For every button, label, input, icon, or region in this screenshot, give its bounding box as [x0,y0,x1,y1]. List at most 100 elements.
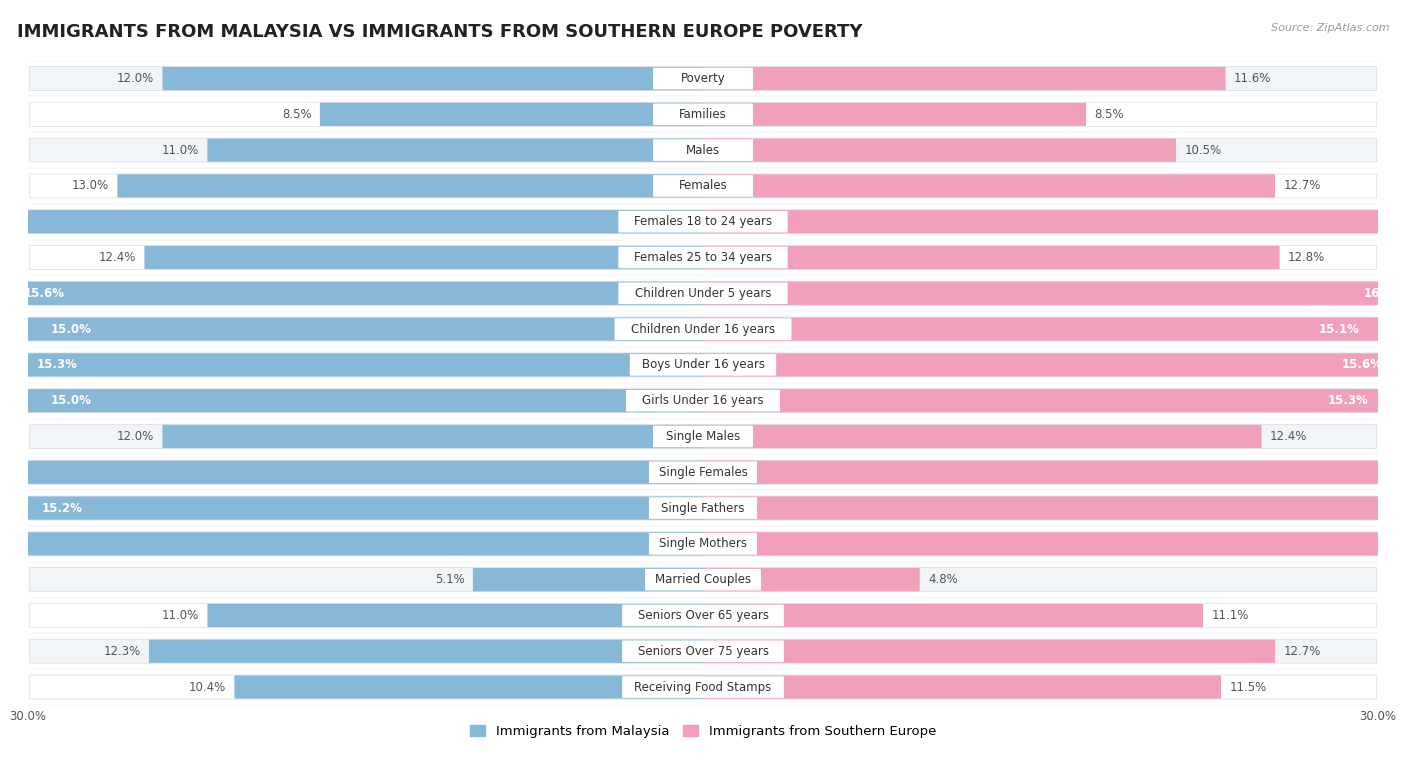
FancyBboxPatch shape [28,318,703,341]
FancyBboxPatch shape [703,424,1261,448]
FancyBboxPatch shape [703,604,1204,627]
Text: Receiving Food Stamps: Receiving Food Stamps [634,681,772,694]
FancyBboxPatch shape [650,462,756,483]
FancyBboxPatch shape [30,675,1376,699]
FancyBboxPatch shape [30,424,1376,449]
Text: 15.3%: 15.3% [37,359,77,371]
Text: Children Under 16 years: Children Under 16 years [631,323,775,336]
FancyBboxPatch shape [703,210,1406,233]
FancyBboxPatch shape [703,568,920,591]
FancyBboxPatch shape [30,353,1376,377]
FancyBboxPatch shape [619,283,787,304]
Text: 10.4%: 10.4% [188,681,226,694]
Legend: Immigrants from Malaysia, Immigrants from Southern Europe: Immigrants from Malaysia, Immigrants fro… [464,720,942,744]
FancyBboxPatch shape [703,640,1275,663]
FancyBboxPatch shape [630,354,776,376]
Text: Seniors Over 65 years: Seniors Over 65 years [637,609,769,622]
FancyBboxPatch shape [30,138,1376,162]
Text: 12.7%: 12.7% [1284,645,1320,658]
FancyBboxPatch shape [30,67,1376,90]
FancyBboxPatch shape [652,426,754,447]
FancyBboxPatch shape [703,496,1406,520]
FancyBboxPatch shape [703,532,1406,556]
FancyBboxPatch shape [30,568,1376,592]
FancyBboxPatch shape [703,675,1220,699]
Text: 11.0%: 11.0% [162,143,200,157]
Text: 12.0%: 12.0% [117,430,155,443]
Text: 13.0%: 13.0% [72,180,110,193]
Text: Females 18 to 24 years: Females 18 to 24 years [634,215,772,228]
Text: IMMIGRANTS FROM MALAYSIA VS IMMIGRANTS FROM SOUTHERN EUROPE POVERTY: IMMIGRANTS FROM MALAYSIA VS IMMIGRANTS F… [17,23,862,41]
FancyBboxPatch shape [703,246,1279,269]
Text: Source: ZipAtlas.com: Source: ZipAtlas.com [1271,23,1389,33]
FancyBboxPatch shape [30,246,1376,270]
Text: 15.6%: 15.6% [1341,359,1382,371]
FancyBboxPatch shape [30,174,1376,198]
FancyBboxPatch shape [703,461,1406,484]
FancyBboxPatch shape [30,317,1376,341]
FancyBboxPatch shape [703,389,1392,412]
FancyBboxPatch shape [703,67,1226,90]
FancyBboxPatch shape [619,246,787,268]
FancyBboxPatch shape [703,282,1406,305]
FancyBboxPatch shape [652,175,754,197]
FancyBboxPatch shape [321,102,703,126]
Text: 15.3%: 15.3% [1329,394,1369,407]
FancyBboxPatch shape [0,210,703,233]
Text: 12.8%: 12.8% [1288,251,1324,264]
Text: 12.0%: 12.0% [117,72,155,85]
Text: Single Fathers: Single Fathers [661,502,745,515]
Text: 10.5%: 10.5% [1184,143,1222,157]
Text: Families: Families [679,108,727,121]
Text: Females 25 to 34 years: Females 25 to 34 years [634,251,772,264]
FancyBboxPatch shape [621,605,785,626]
FancyBboxPatch shape [652,139,754,161]
FancyBboxPatch shape [18,496,703,520]
FancyBboxPatch shape [30,496,1376,520]
FancyBboxPatch shape [208,139,703,161]
FancyBboxPatch shape [703,353,1406,377]
FancyBboxPatch shape [30,460,1376,484]
FancyBboxPatch shape [30,603,1376,628]
Text: 16.7%: 16.7% [1391,502,1406,515]
Text: Single Females: Single Females [658,465,748,479]
FancyBboxPatch shape [118,174,703,198]
Text: Boys Under 16 years: Boys Under 16 years [641,359,765,371]
FancyBboxPatch shape [30,639,1376,663]
Text: Females: Females [679,180,727,193]
FancyBboxPatch shape [149,640,703,663]
Text: Poverty: Poverty [681,72,725,85]
FancyBboxPatch shape [645,568,761,590]
Text: 11.5%: 11.5% [1229,681,1267,694]
Text: 8.5%: 8.5% [283,108,312,121]
FancyBboxPatch shape [0,461,703,484]
Text: Girls Under 16 years: Girls Under 16 years [643,394,763,407]
Text: Married Couples: Married Couples [655,573,751,586]
FancyBboxPatch shape [621,641,785,662]
FancyBboxPatch shape [652,67,754,89]
FancyBboxPatch shape [30,389,1376,412]
Text: 15.1%: 15.1% [1319,323,1360,336]
Text: 16.1%: 16.1% [1364,287,1405,300]
FancyBboxPatch shape [30,210,1376,233]
Text: 12.7%: 12.7% [1284,180,1320,193]
FancyBboxPatch shape [28,389,703,412]
FancyBboxPatch shape [626,390,780,412]
Text: 8.5%: 8.5% [1094,108,1123,121]
Text: 15.0%: 15.0% [51,394,91,407]
FancyBboxPatch shape [14,353,703,377]
FancyBboxPatch shape [619,211,787,233]
Text: 5.1%: 5.1% [434,573,464,586]
Text: Single Males: Single Males [666,430,740,443]
Text: 15.2%: 15.2% [42,502,83,515]
FancyBboxPatch shape [235,675,703,699]
FancyBboxPatch shape [650,533,756,555]
FancyBboxPatch shape [30,281,1376,305]
FancyBboxPatch shape [703,174,1275,198]
FancyBboxPatch shape [0,282,703,305]
FancyBboxPatch shape [472,568,703,591]
Text: Children Under 5 years: Children Under 5 years [634,287,772,300]
Text: 12.3%: 12.3% [104,645,141,658]
Text: Single Mothers: Single Mothers [659,537,747,550]
Text: 11.6%: 11.6% [1234,72,1271,85]
